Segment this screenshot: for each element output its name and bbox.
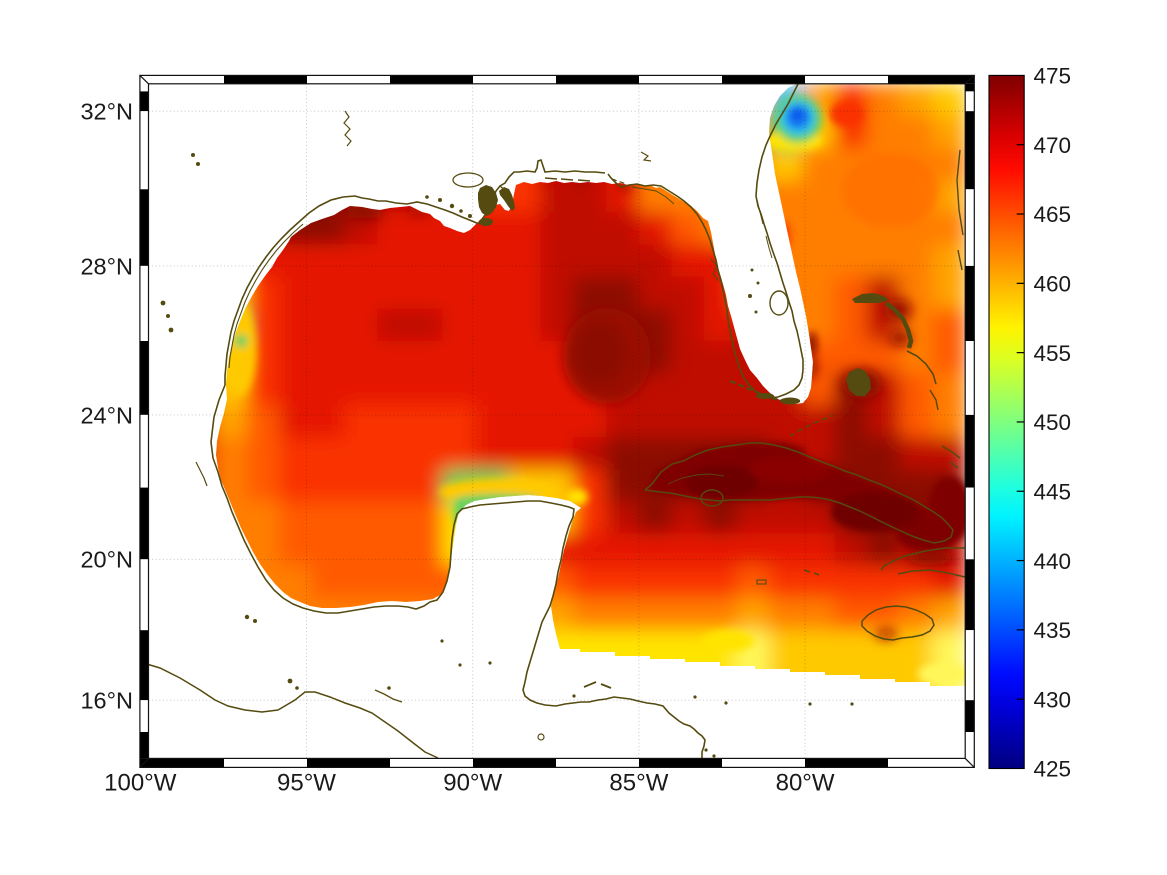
svg-text:450: 450: [1034, 410, 1072, 435]
svg-text:28°N: 28°N: [80, 253, 133, 279]
svg-text:16°N: 16°N: [80, 688, 133, 714]
svg-text:430: 430: [1034, 687, 1072, 712]
svg-text:445: 445: [1034, 480, 1072, 505]
svg-text:24°N: 24°N: [80, 402, 133, 428]
svg-text:470: 470: [1034, 133, 1072, 158]
svg-text:95°W: 95°W: [277, 770, 336, 797]
svg-text:20°N: 20°N: [80, 547, 133, 573]
svg-text:465: 465: [1034, 202, 1072, 227]
svg-text:425: 425: [1034, 757, 1072, 782]
svg-text:100°W: 100°W: [104, 770, 177, 797]
svg-text:460: 460: [1034, 272, 1072, 297]
svg-text:455: 455: [1034, 341, 1072, 366]
svg-text:440: 440: [1034, 549, 1072, 574]
svg-text:475: 475: [1034, 64, 1072, 89]
svg-text:85°W: 85°W: [609, 770, 668, 797]
svg-text:90°W: 90°W: [443, 770, 502, 797]
svg-text:80°W: 80°W: [776, 770, 835, 797]
svg-text:32°N: 32°N: [80, 99, 133, 125]
svg-text:435: 435: [1034, 618, 1072, 643]
